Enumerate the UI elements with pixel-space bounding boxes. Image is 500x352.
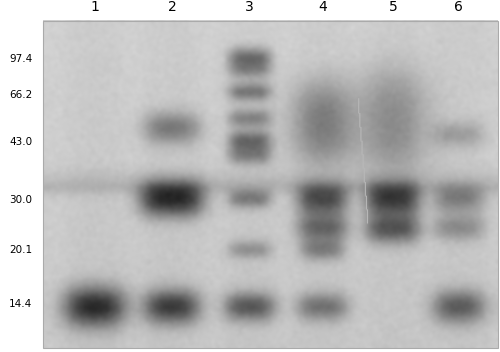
Text: 3: 3 — [245, 0, 254, 14]
Text: 1: 1 — [90, 0, 100, 14]
Text: 30.0: 30.0 — [10, 195, 32, 205]
Text: 14.4: 14.4 — [9, 299, 32, 309]
Text: 66.2: 66.2 — [9, 90, 32, 100]
Text: 6: 6 — [454, 0, 464, 14]
Text: 5: 5 — [388, 0, 397, 14]
Text: 2: 2 — [168, 0, 176, 14]
Text: 4: 4 — [318, 0, 326, 14]
Text: 20.1: 20.1 — [10, 245, 32, 255]
Text: 43.0: 43.0 — [10, 137, 32, 147]
Text: 97.4: 97.4 — [9, 54, 32, 64]
